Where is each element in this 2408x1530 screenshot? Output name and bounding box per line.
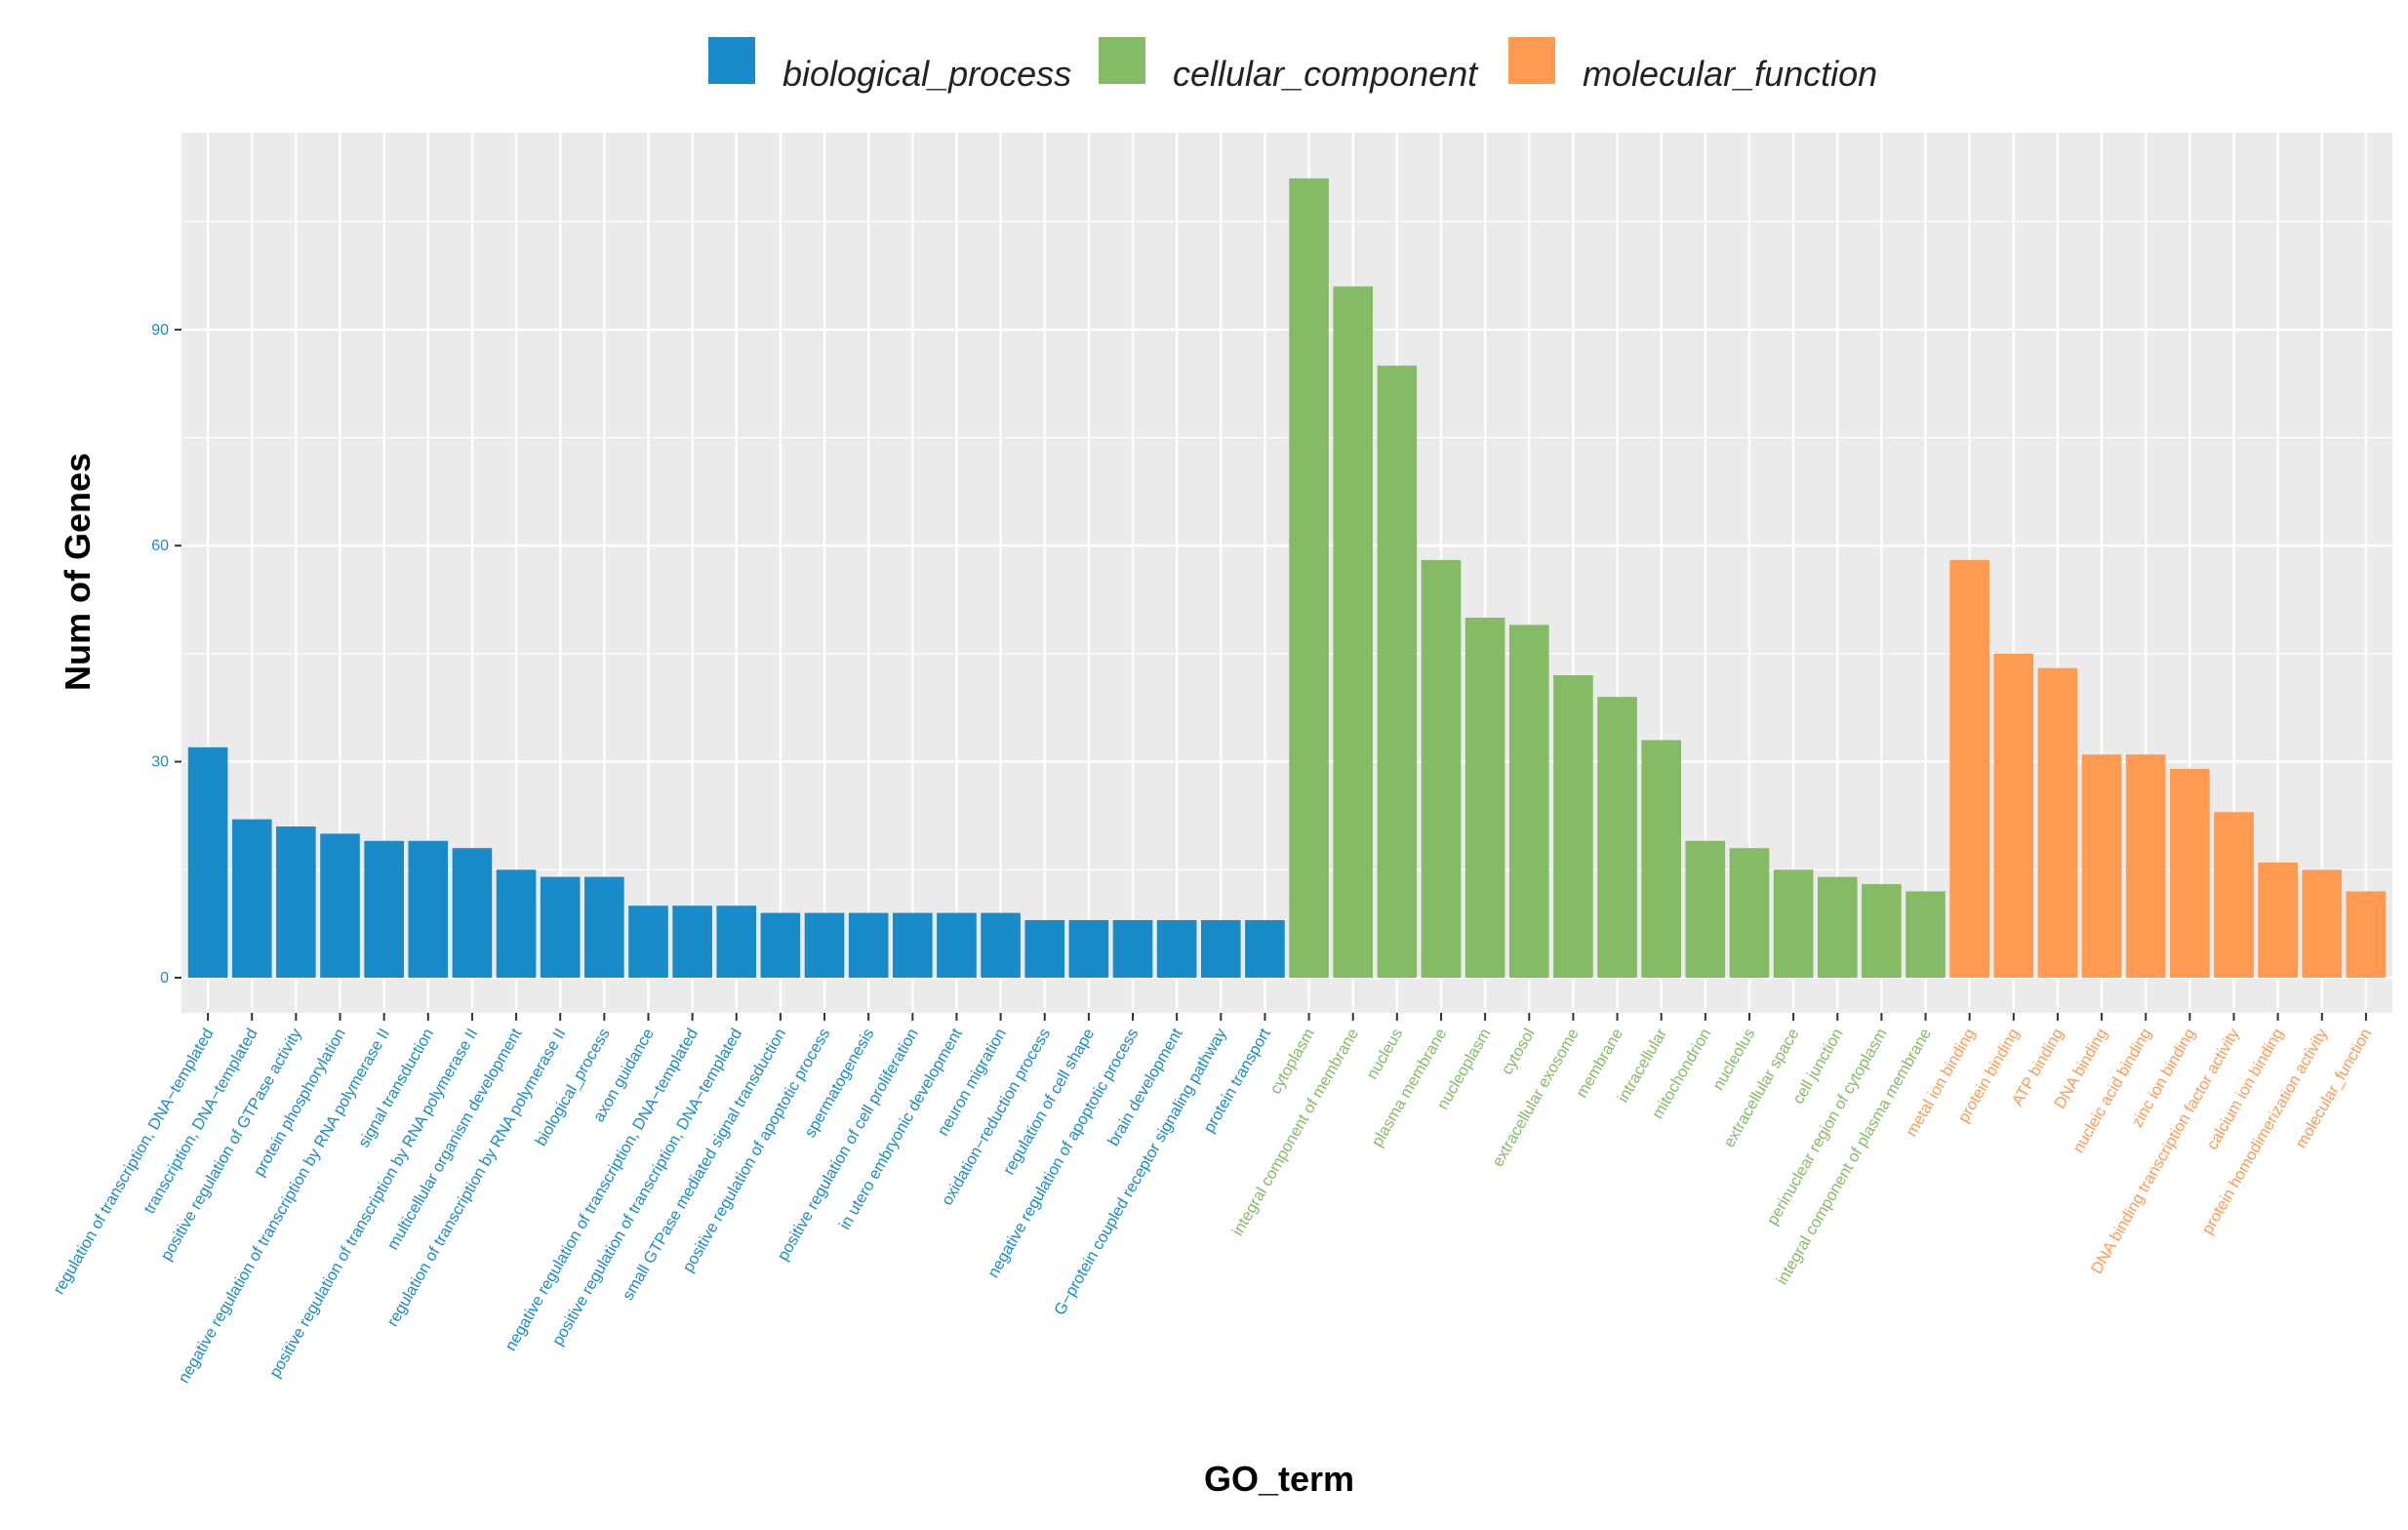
bar-regulation-of-transcription-by-rna-polymerase-ii <box>540 876 581 978</box>
x-tick-label: extracellular exosome <box>1489 1026 1583 1170</box>
bar-metal-ion-binding <box>1949 559 1989 978</box>
bar-cell-junction <box>1817 876 1858 978</box>
bar-negative-regulation-of-transcription-dna-templated <box>672 906 712 978</box>
bar-integral-component-of-plasma-membrane <box>1906 891 1946 978</box>
legend-label-molecular-function: molecular_function <box>1583 54 1877 94</box>
bar-zinc-ion-binding <box>2170 768 2210 978</box>
bar-protein-phosphorylation <box>320 833 360 978</box>
bar-g-protein-coupled-receptor-signaling-pathway <box>1200 919 1241 978</box>
bar-spermatogenesis <box>848 912 889 978</box>
legend-swatch-molecular-function <box>1508 37 1555 84</box>
legend-label-biological-process: biological_process <box>783 54 1071 94</box>
bar-positive-regulation-of-cell-proliferation <box>893 912 933 978</box>
bar-axon-guidance <box>628 906 668 978</box>
y-tick-label: 60 <box>151 538 169 554</box>
bar-positive-regulation-of-gtpase-activity <box>276 826 316 978</box>
y-tick-label: 30 <box>151 754 169 771</box>
bar-dna-binding-transcription-factor-activity <box>2214 812 2254 978</box>
bar-integral-component-of-membrane <box>1333 286 1374 978</box>
bar-cytosol <box>1508 624 1549 978</box>
y-axis-title: Num of Genes <box>58 453 98 691</box>
bar-neuron-migration <box>981 912 1021 978</box>
bar-nucleoplasm <box>1465 618 1505 978</box>
bar-negative-regulation-of-apoptotic-process <box>1112 919 1153 978</box>
bar-transcription-dna-templated <box>231 819 272 978</box>
bar-membrane <box>1597 697 1637 978</box>
bar-negative-regulation-of-transcription-by-rna-polymerase-ii <box>364 840 404 978</box>
x-tick-label: small GTPase mediated signal transductio… <box>620 1026 790 1304</box>
bar-regulation-of-transcription-dna-templated <box>187 746 228 978</box>
bar-extracellular-exosome <box>1553 675 1593 978</box>
legend-swatch-cellular-component <box>1099 37 1145 84</box>
bar-positive-regulation-of-transcription-dna-templated <box>716 906 757 978</box>
x-tick-label: cytoplasm <box>1266 1026 1318 1097</box>
bar-molecular-function <box>2346 891 2387 978</box>
bar-signal-transduction <box>408 840 449 978</box>
bar-protein-binding <box>1993 653 2034 978</box>
legend-label-cellular-component: cellular_component <box>1173 54 1479 94</box>
y-tick-label: 90 <box>151 322 169 339</box>
y-axis: 0 30 60 90 <box>151 322 181 986</box>
x-tick-label: nucleic acid binding <box>2069 1026 2155 1156</box>
x-axis: regulation of transcription, DNA−templat… <box>50 1013 2375 1387</box>
bar-biological-process <box>584 876 624 978</box>
x-tick-label: positive regulation of transcription by … <box>266 1026 482 1381</box>
x-tick-label: regulation of transcription, DNA−templat… <box>50 1026 217 1298</box>
bar-in-utero-embryonic-development <box>937 912 977 978</box>
bar-multicellular-organism-development <box>496 869 537 978</box>
bar-brain-development <box>1156 919 1197 978</box>
x-tick-label: cytosol <box>1498 1026 1538 1077</box>
bar-plasma-membrane <box>1421 559 1462 978</box>
x-tick-label: nucleus <box>1363 1026 1406 1082</box>
bar-nucleus <box>1377 365 1418 978</box>
x-axis-title: GO_term <box>1204 1459 1354 1499</box>
legend: biological_process cellular_component mole… <box>708 37 1877 94</box>
bar-cytoplasm <box>1289 178 1329 978</box>
bar-small-gtpase-mediated-signal-transduction <box>760 912 801 978</box>
bar-nucleolus <box>1729 848 1770 978</box>
bar-nucleic-acid-binding <box>2125 754 2166 978</box>
bars <box>187 178 2387 978</box>
x-tick-label: nucleolus <box>1709 1026 1758 1093</box>
bar-positive-regulation-of-apoptotic-process <box>804 912 845 978</box>
x-tick-label: negative regulation of transcription by … <box>175 1026 393 1387</box>
y-tick-label: 0 <box>160 970 169 986</box>
bar-dna-binding <box>2081 754 2122 978</box>
bar-extracellular-space <box>1773 869 1814 978</box>
bar-perinuclear-region-of-cytoplasm <box>1862 884 1902 978</box>
bar-protein-transport <box>1245 919 1285 978</box>
legend-swatch-biological-process <box>708 37 755 84</box>
bar-calcium-ion-binding <box>2258 862 2298 978</box>
bar-atp-binding <box>2037 667 2078 978</box>
bar-protein-homodimerization-activity <box>2302 869 2343 978</box>
bar-intracellular <box>1641 740 1681 978</box>
bar-regulation-of-cell-shape <box>1068 919 1109 978</box>
bar-positive-regulation-of-transcription-by-rna-polymerase-ii <box>452 848 493 978</box>
bar-mitochondrion <box>1685 840 1726 978</box>
bar-oxidation-reduction-process <box>1024 919 1065 978</box>
